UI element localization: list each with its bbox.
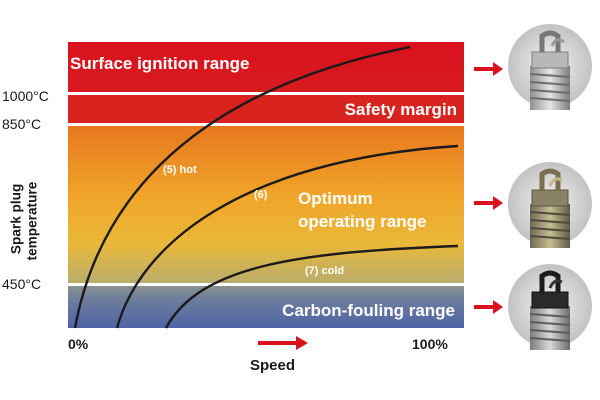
surface-ignition-label: Surface ignition range [70, 54, 249, 73]
curve-label-hot: (5) hot [163, 164, 197, 176]
curve-hot [73, 45, 411, 329]
curve-cold [164, 244, 459, 329]
spark-plug-icon [508, 264, 592, 350]
band-separator [68, 283, 464, 286]
safety-margin-band [68, 95, 464, 123]
tick-850c: 850°C [2, 116, 42, 132]
spark-plug-icon [508, 24, 592, 110]
x-axis-end: 100% [412, 336, 448, 352]
y-axis-label-line1: Spark plug [8, 184, 23, 254]
speed-arrow-icon [258, 336, 308, 350]
tick-line-450 [4, 292, 68, 295]
optimum-label-line1: Optimum [298, 189, 373, 208]
tick-1000c: 1000°C [2, 88, 49, 104]
carbon-fouling-label: Carbon-fouling range [282, 301, 455, 320]
spark-plug-icon [508, 162, 592, 248]
y-axis-label-line2: temperature [25, 181, 40, 260]
tick-450c: 450°C [2, 276, 42, 292]
band-separator [68, 123, 464, 126]
curve-medium [115, 144, 459, 329]
x-axis-label: Speed [250, 357, 296, 374]
curve-label-cold: (7) cold [305, 265, 344, 277]
arrow-to-plug-bottom [474, 300, 503, 314]
curve-label-medium: (6) [254, 189, 268, 201]
x-axis-start: 0% [68, 336, 89, 352]
safety-margin-label: Safety margin [345, 100, 457, 119]
carbon-fouling-band [68, 286, 464, 328]
arrow-to-plug-middle [474, 196, 503, 210]
optimum-label-line2: operating range [298, 212, 426, 231]
y-axis-label: Spark plug temperature [8, 181, 40, 260]
arrow-to-plug-top [474, 62, 503, 76]
